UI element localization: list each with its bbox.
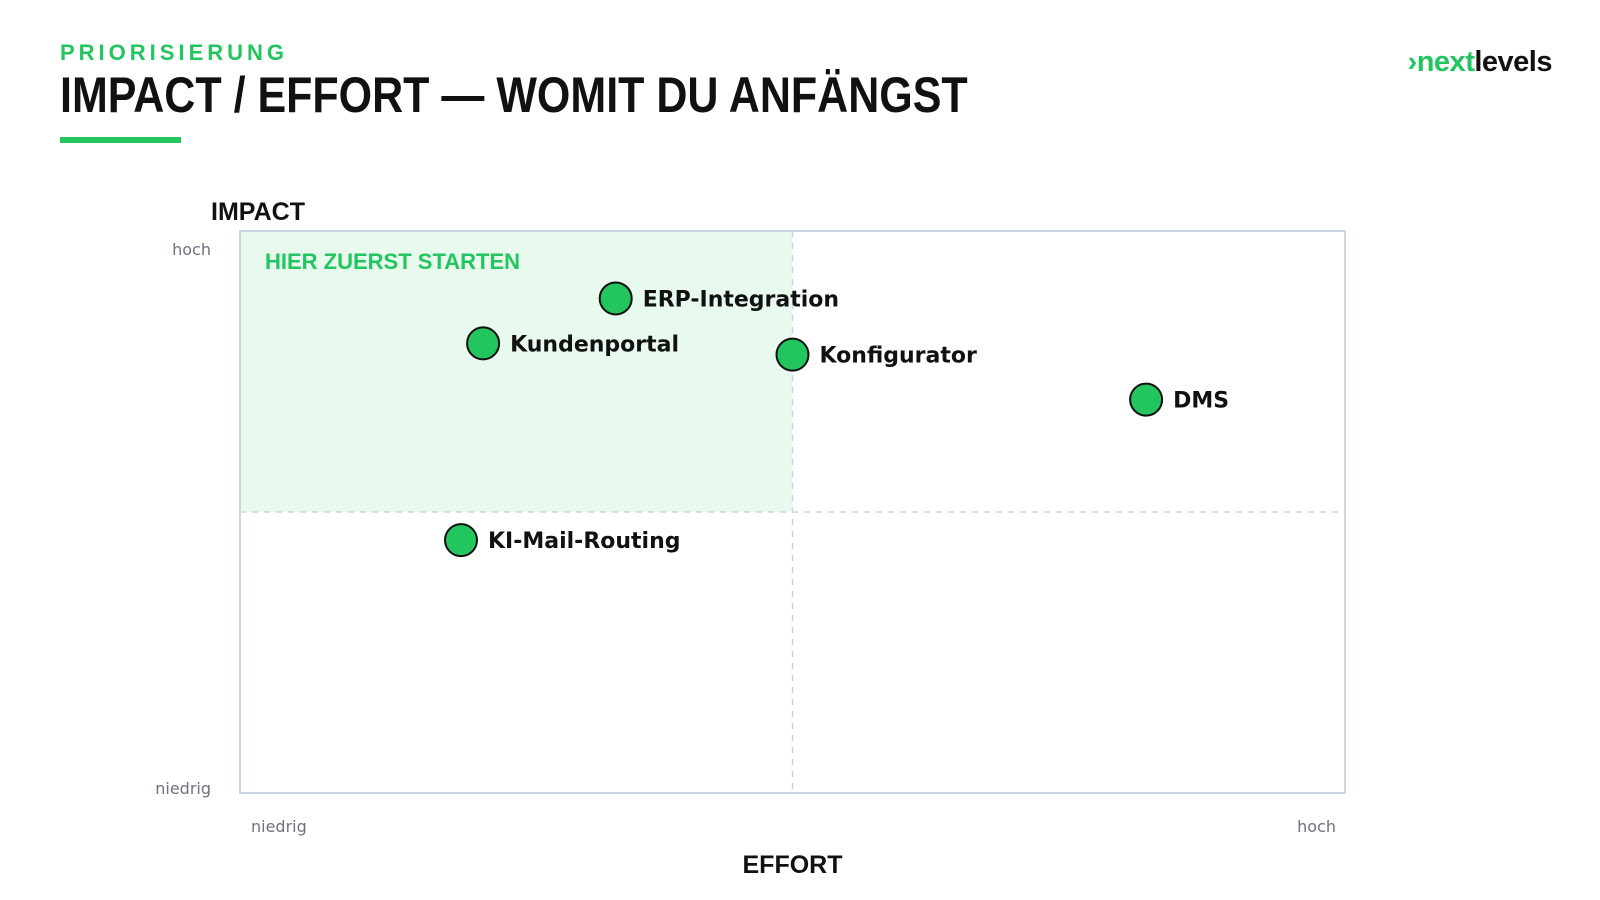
logo-arrow-icon: › <box>1407 46 1418 78</box>
data-point-erp-integration <box>598 281 633 316</box>
data-point-label: Konfigurator <box>820 344 977 369</box>
data-point-label: DMS <box>1173 389 1229 414</box>
data-point-label: ERP-Integration <box>643 287 839 312</box>
y-axis-title: IMPACT <box>211 198 305 226</box>
data-point-dms <box>1129 382 1164 417</box>
y-tick-high: hoch <box>172 240 211 259</box>
x-tick-low: niedrig <box>251 817 307 836</box>
x-tick-high: hoch <box>1297 817 1336 836</box>
highlight-zone-label: HIER ZUERST STARTEN <box>265 249 520 274</box>
data-point-ki-mail-routing <box>444 523 478 558</box>
eyebrow-label: PRIORISIERUNG <box>60 40 289 65</box>
y-tick-low: niedrig <box>155 779 211 798</box>
x-axis-title: EFFORT <box>743 851 843 879</box>
nextlevels-logo: ›nextlevels <box>1407 46 1553 79</box>
data-point-konfigurator <box>775 337 810 372</box>
title-underline <box>60 137 181 143</box>
data-point-kundenportal <box>466 326 501 361</box>
data-point-label: Kundenportal <box>510 332 679 357</box>
page-title: IMPACT / EFFORT — WOMIT DU ANFÄNGST <box>60 67 968 123</box>
highlight-zone <box>240 231 793 512</box>
logo-text-levels: levels <box>1474 46 1552 78</box>
data-point-label: KI-Mail-Routing <box>488 529 681 554</box>
data-points: ERP-Integration Kundenportal Konfigurator D… <box>444 281 1229 558</box>
logo-text-next: next <box>1416 46 1475 78</box>
